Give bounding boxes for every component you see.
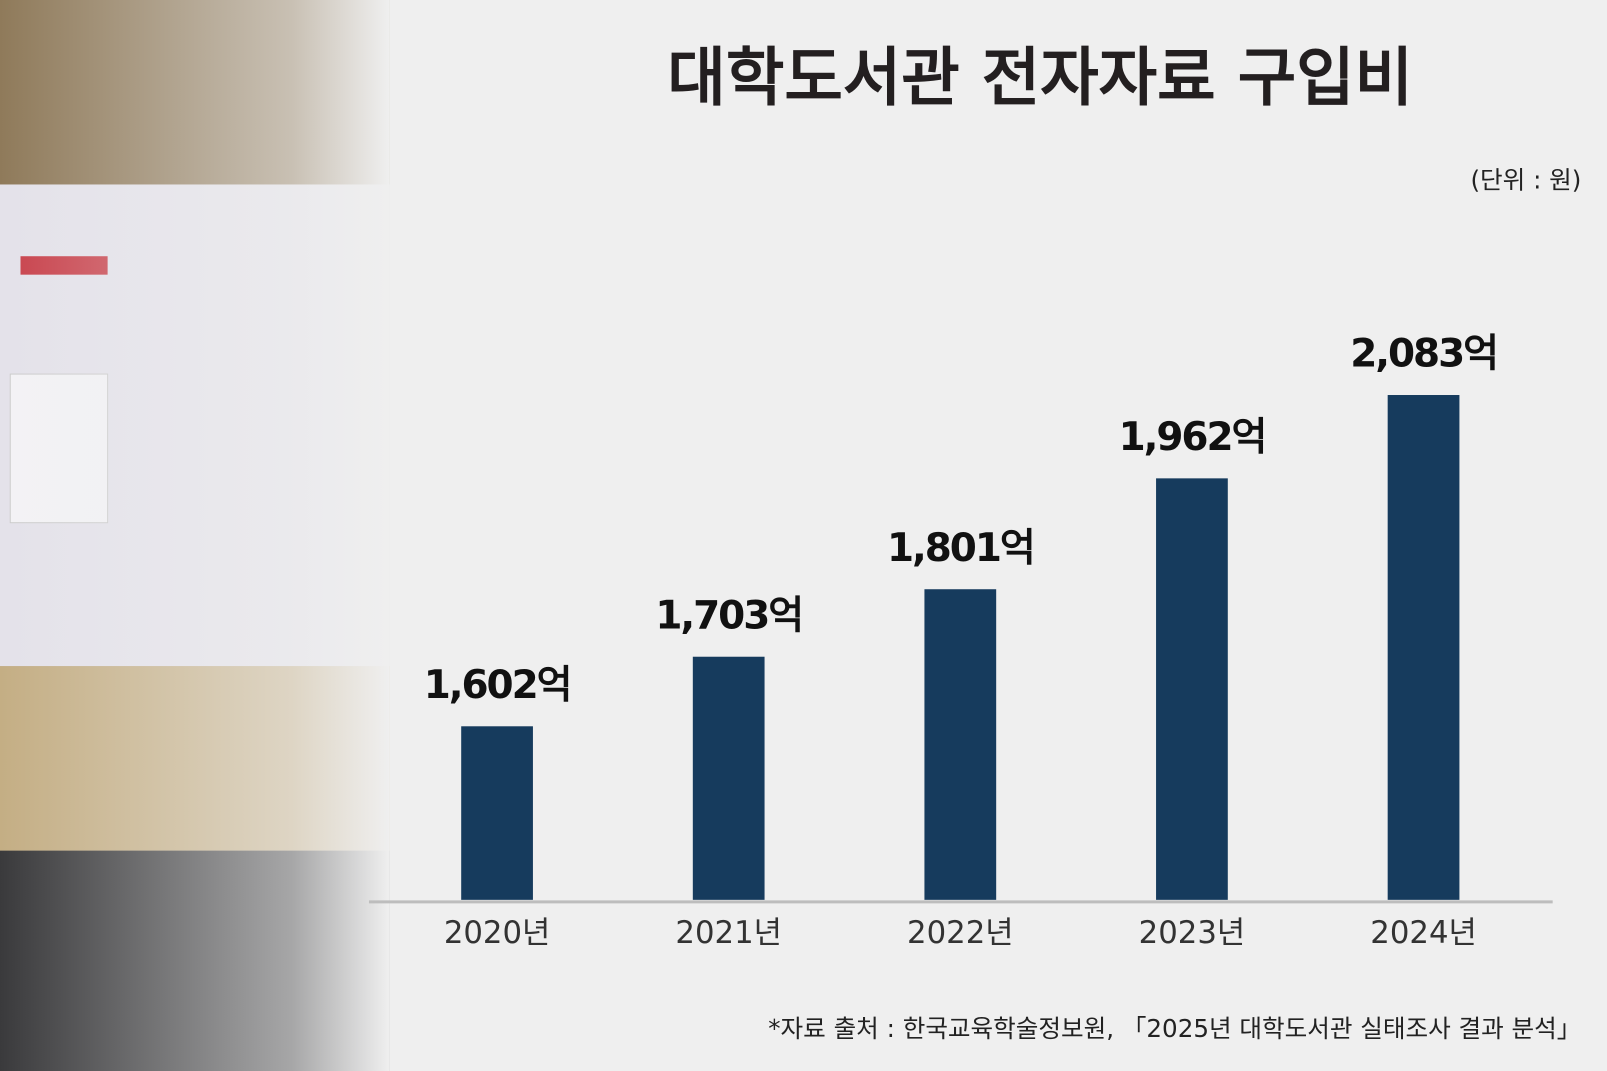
x-tick-label: 2024년 [1370, 915, 1477, 951]
value-label: 1,962억 [1119, 415, 1266, 460]
value-label: 2,083억 [1350, 332, 1497, 377]
x-tick-label: 2023년 [1139, 915, 1246, 951]
bar [461, 726, 533, 900]
x-tick-label: 2020년 [444, 915, 551, 951]
bar [1156, 478, 1228, 900]
bar [692, 656, 765, 900]
value-label: 1,801억 [887, 526, 1034, 571]
value-label: 1,703억 [655, 593, 802, 638]
source-note: *자료 출처 : 한국교육학술정보원, 「2025년 대학도서관 실태조사 결과… [768, 1014, 1581, 1043]
chart-title: 대학도서관 전자자료 구입비 [667, 41, 1413, 115]
x-tick-label: 2021년 [675, 915, 782, 951]
bar [1387, 395, 1460, 900]
unit-note: (단위 : 원) [1470, 165, 1581, 194]
photo [0, 0, 390, 1071]
x-tick-label: 2022년 [907, 915, 1014, 951]
value-label: 1,602억 [424, 663, 571, 708]
photo-fade [0, 0, 390, 1071]
bar [924, 589, 997, 900]
